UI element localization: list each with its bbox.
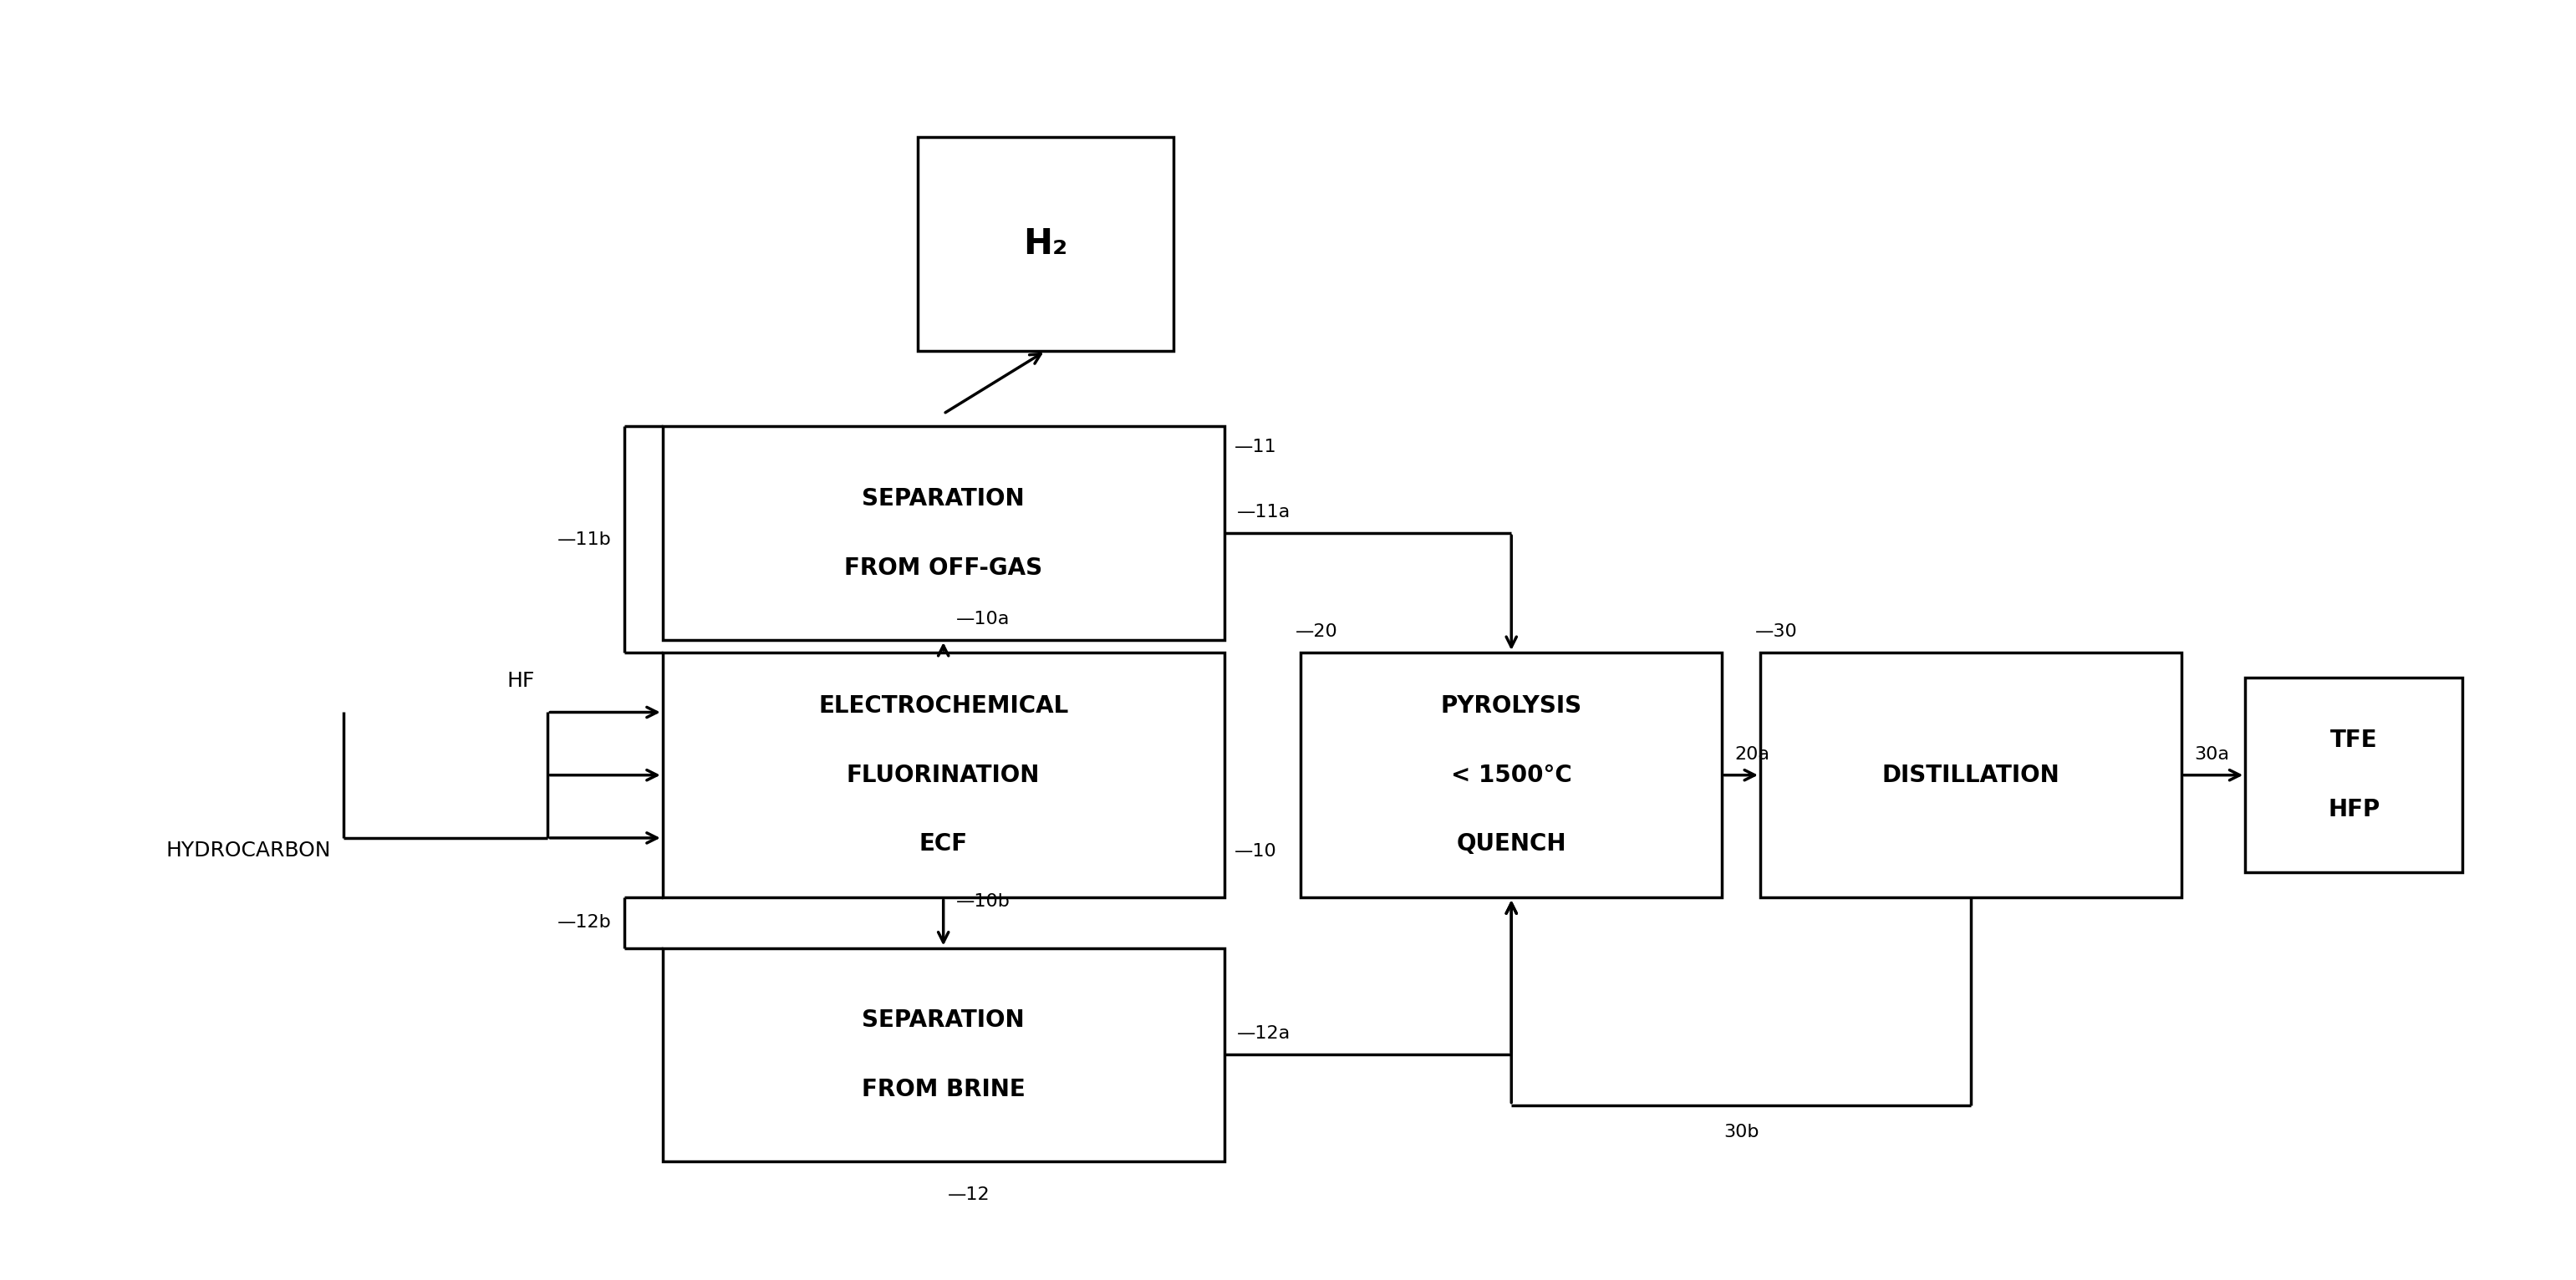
Text: 30b: 30b: [1723, 1124, 1759, 1140]
Text: ELECTROCHEMICAL: ELECTROCHEMICAL: [819, 694, 1069, 718]
Text: 30a: 30a: [2195, 746, 2228, 763]
Text: HFP: HFP: [2329, 797, 2380, 822]
Text: FROM BRINE: FROM BRINE: [860, 1078, 1025, 1101]
Text: —10a: —10a: [956, 611, 1010, 627]
Text: —11: —11: [1234, 439, 1278, 456]
Text: —20: —20: [1296, 623, 1337, 640]
Text: —10: —10: [1234, 844, 1278, 860]
Text: DISTILLATION: DISTILLATION: [1883, 763, 2061, 787]
Text: —12a: —12a: [1236, 1025, 1291, 1042]
Text: 20a: 20a: [1734, 746, 1770, 763]
Text: PYROLYSIS: PYROLYSIS: [1440, 694, 1582, 718]
Bar: [2246, 677, 2463, 873]
Text: SEPARATION: SEPARATION: [863, 486, 1025, 511]
Text: —30: —30: [1754, 623, 1798, 640]
Bar: [662, 653, 1224, 897]
Text: —12b: —12b: [556, 914, 611, 931]
Bar: [662, 426, 1224, 640]
Text: SEPARATION: SEPARATION: [863, 1009, 1025, 1032]
Bar: [1759, 653, 2182, 897]
Bar: [917, 137, 1172, 351]
Bar: [662, 948, 1224, 1161]
Text: —12: —12: [948, 1187, 989, 1203]
Text: —11a: —11a: [1236, 504, 1291, 521]
Text: ECF: ECF: [920, 832, 969, 856]
Text: TFE: TFE: [2331, 728, 2378, 753]
Text: —11b: —11b: [556, 531, 611, 548]
Text: H₂: H₂: [1023, 227, 1066, 261]
Text: FLUORINATION: FLUORINATION: [848, 763, 1041, 787]
Text: HYDROCARBON: HYDROCARBON: [165, 841, 330, 860]
Bar: [1301, 653, 1721, 897]
Text: < 1500°C: < 1500°C: [1450, 763, 1571, 787]
Text: HF: HF: [507, 671, 536, 691]
Text: —10b: —10b: [956, 893, 1010, 910]
Text: QUENCH: QUENCH: [1455, 832, 1566, 856]
Text: FROM OFF-GAS: FROM OFF-GAS: [845, 556, 1043, 580]
